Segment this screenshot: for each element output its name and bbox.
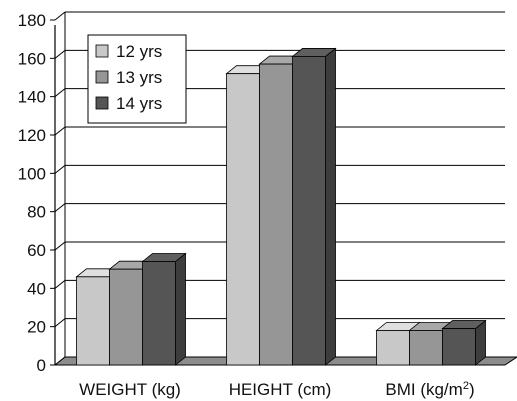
gridline-side [54,11,66,21]
bar [142,261,176,366]
bar [226,73,260,366]
bar-side [175,252,186,366]
legend-swatch [95,44,109,58]
gridline-side [54,164,66,174]
bar [376,330,410,366]
x-category-label: HEIGHT (cm) [229,380,332,399]
y-tick-label: 180 [18,11,46,30]
gridline-side [54,241,66,251]
y-tick-label: 0 [37,356,46,375]
y-tick-label: 100 [18,164,46,183]
legend-label: 14 yrs [116,94,162,113]
bar [259,63,293,366]
y-tick-label: 120 [18,126,46,145]
y-tick-label: 140 [18,88,46,107]
y-tick-label: 80 [27,203,46,222]
legend-label: 12 yrs [116,42,162,61]
gridline-side [54,279,66,289]
bar [292,56,326,366]
gridline-side [54,203,66,213]
y-tick-label: 40 [27,279,46,298]
bar [76,276,110,366]
bar [409,330,443,366]
x-category-label: WEIGHT (kg) [79,380,181,399]
x-category-label: BMI (kg/m2) [385,380,474,399]
gridline-side [54,88,66,98]
y-tick-label: 20 [27,318,46,337]
y-tick-label: 160 [18,49,46,68]
legend-label: 13 yrs [116,68,162,87]
legend-swatch [95,70,109,84]
gridline-side [54,126,66,136]
bar [442,328,476,366]
bar [109,268,143,366]
gridline-side [54,49,66,59]
y-tick-label: 60 [27,241,46,260]
legend-swatch [95,96,109,110]
bar-side [325,47,336,366]
gridline-side [54,318,66,328]
